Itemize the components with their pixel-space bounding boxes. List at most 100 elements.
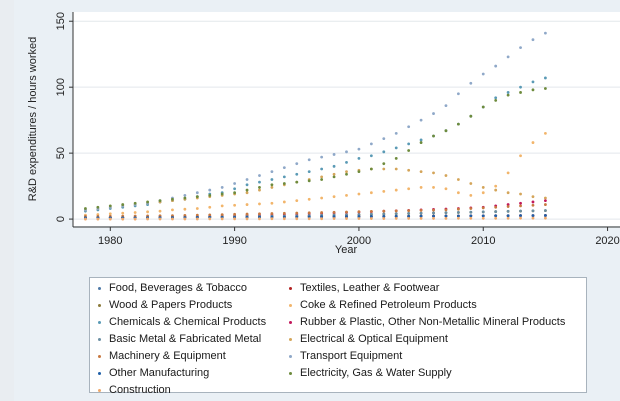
data-point xyxy=(369,167,373,171)
data-point xyxy=(481,216,485,220)
data-point xyxy=(519,91,522,94)
data-point xyxy=(444,104,448,108)
data-point xyxy=(369,217,373,220)
x-tick-label: 2010 xyxy=(471,235,495,247)
legend-label: Wood & Papers Products xyxy=(109,299,233,311)
data-point xyxy=(469,81,473,85)
data-point xyxy=(108,217,112,221)
data-point xyxy=(208,193,212,197)
data-point xyxy=(469,210,473,214)
legend-item: Textiles, Leather & Footwear xyxy=(289,282,439,295)
legend-marker xyxy=(98,287,101,290)
data-point xyxy=(282,200,286,204)
data-point xyxy=(469,114,473,118)
data-point xyxy=(382,212,386,216)
data-point xyxy=(519,209,522,213)
x-tick-label: 2000 xyxy=(347,235,371,247)
data-point xyxy=(519,214,522,218)
data-point xyxy=(432,171,435,175)
data-point xyxy=(494,96,498,100)
data-point xyxy=(320,196,324,200)
data-point xyxy=(270,183,274,187)
data-point xyxy=(357,210,361,214)
data-point xyxy=(469,207,473,210)
data-point xyxy=(531,141,535,144)
data-point xyxy=(158,217,162,221)
data-point xyxy=(84,217,87,221)
plot-area xyxy=(73,12,620,226)
data-point xyxy=(233,203,237,207)
chart-panel: 0 50 100 150 1980 1990 2000 2010 2020 Year R&D e… xyxy=(14,0,620,401)
data-point xyxy=(245,191,249,195)
data-point xyxy=(494,188,498,192)
data-point xyxy=(432,112,435,115)
legend-label: Rubber & Plastic, Other Non-Metallic Min… xyxy=(300,316,566,328)
data-point xyxy=(233,182,237,185)
data-point xyxy=(220,192,224,196)
data-point xyxy=(481,72,485,76)
data-point xyxy=(195,213,199,217)
data-point xyxy=(544,196,547,200)
data-point xyxy=(369,154,373,158)
legend-item: Coke & Refined Petroleum Products xyxy=(289,299,477,312)
legend-label: Transport Equipment xyxy=(300,350,403,362)
data-point xyxy=(382,162,386,166)
data-point xyxy=(407,212,411,215)
data-point xyxy=(519,204,522,208)
data-point xyxy=(519,216,522,220)
data-point xyxy=(544,87,547,90)
legend-label: Other Manufacturing xyxy=(109,367,210,379)
legend-marker xyxy=(98,355,101,358)
data-point xyxy=(245,217,249,221)
data-point xyxy=(195,207,199,210)
data-point xyxy=(357,147,361,151)
data-point xyxy=(531,203,535,207)
data-point xyxy=(494,214,498,218)
data-point xyxy=(432,208,435,212)
data-point xyxy=(506,214,510,218)
data-point xyxy=(544,199,547,203)
data-point xyxy=(121,211,125,215)
data-point xyxy=(394,157,398,160)
data-point xyxy=(320,178,324,181)
data-point xyxy=(307,217,311,221)
data-point xyxy=(357,192,361,196)
data-point xyxy=(320,215,324,219)
data-point xyxy=(258,202,261,206)
data-point xyxy=(444,211,448,215)
legend: Food, Beverages & Tobacco Textiles, Leath… xyxy=(89,277,587,396)
axis-ticks: 0 50 100 150 1980 1990 2000 2010 2020 xyxy=(55,12,620,247)
data-point xyxy=(407,149,411,152)
data-point xyxy=(419,208,423,212)
data-point xyxy=(208,188,212,192)
data-point xyxy=(369,212,373,216)
data-point xyxy=(270,186,274,189)
data-point xyxy=(357,170,361,174)
y-tick-label: 100 xyxy=(55,78,67,96)
data-point xyxy=(494,210,498,213)
legend-marker xyxy=(98,304,101,307)
data-point xyxy=(208,205,212,209)
data-point xyxy=(220,204,224,208)
legend-marker xyxy=(98,321,101,324)
data-point xyxy=(456,207,460,211)
data-point xyxy=(544,203,547,206)
data-point xyxy=(394,209,398,213)
data-point xyxy=(282,217,286,221)
data-point xyxy=(320,175,324,179)
data-point xyxy=(494,98,498,102)
data-point xyxy=(419,214,423,218)
data-point xyxy=(220,217,224,221)
data-point xyxy=(233,217,237,221)
data-points xyxy=(84,31,547,221)
x-tick-label: 1980 xyxy=(98,235,122,247)
data-point xyxy=(307,179,311,183)
data-point xyxy=(146,210,149,214)
data-point xyxy=(295,162,299,166)
legend-label: Machinery & Equipment xyxy=(109,350,226,362)
legend-item: Electricity, Gas & Water Supply xyxy=(289,367,452,380)
data-point xyxy=(258,186,261,189)
data-point xyxy=(519,192,522,196)
series-12 xyxy=(84,216,547,221)
data-point xyxy=(171,217,174,221)
